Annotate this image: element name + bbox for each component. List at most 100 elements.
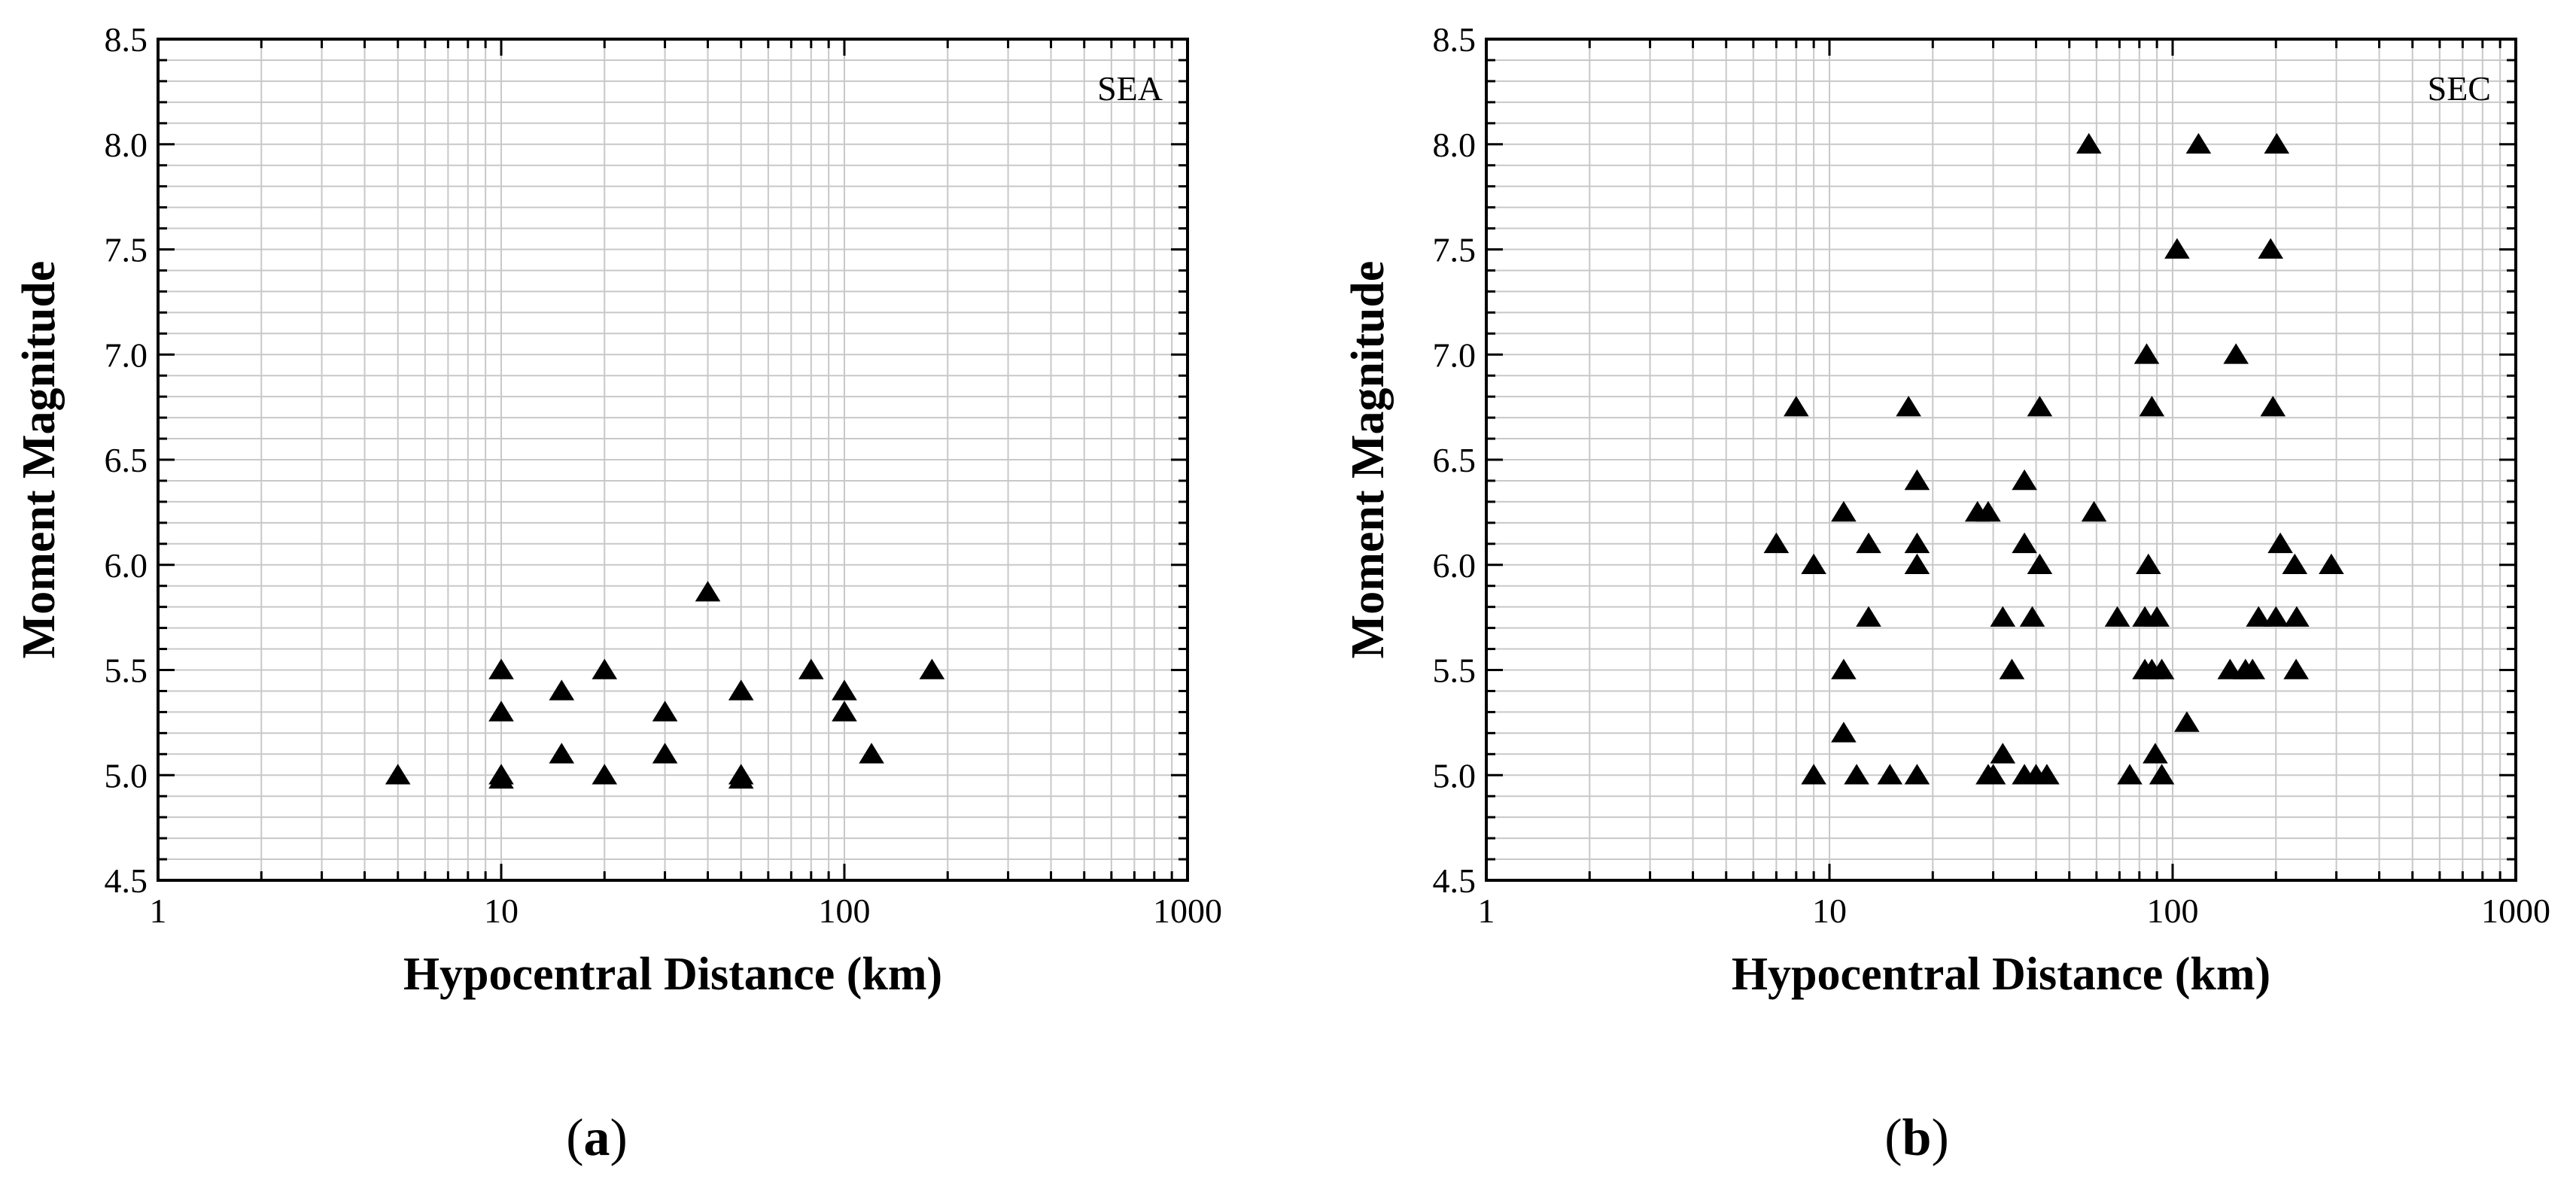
data-point-triangle — [2027, 553, 2053, 574]
y-tick-label: 7.5 — [105, 231, 148, 269]
data-point-triangle — [2012, 532, 2037, 554]
x-axis-title: Hypocentral Distance (km) — [403, 949, 942, 1000]
data-point-triangle — [798, 658, 824, 679]
data-point-triangle — [1784, 396, 1809, 417]
data-point-triangle — [652, 700, 678, 722]
data-point-triangle — [2282, 553, 2308, 574]
data-point-triangle — [1975, 500, 2001, 522]
data-point-triangle — [2258, 238, 2283, 259]
data-point-triangle — [1856, 532, 1881, 554]
y-axis-title: Moment Magnitude — [14, 261, 65, 659]
y-tick-label: 6.5 — [105, 441, 148, 479]
y-tick-label: 8.5 — [1433, 20, 1477, 59]
x-axis-title: Hypocentral Distance (km) — [1732, 949, 2270, 1000]
data-point-triangle — [385, 764, 411, 785]
data-point-triangle — [2284, 606, 2310, 627]
panel-caption: (b) — [1884, 1109, 1949, 1167]
data-point-triangle — [1980, 764, 2006, 785]
data-point-triangle — [2246, 606, 2271, 627]
data-point-triangle — [2143, 743, 2168, 764]
data-point-triangle — [592, 658, 618, 679]
data-point-triangle — [549, 679, 575, 700]
y-tick-label: 8.5 — [105, 20, 148, 59]
data-point-triangle — [2104, 606, 2130, 627]
y-tick-label: 5.5 — [1433, 652, 1477, 690]
panel-b: 1 10 100 1000 4.5 5.0 5.5 6.0 6.5 7.0 7.5 8.0 8.5 S… — [1343, 20, 2550, 1167]
y-tick-label: 7.0 — [1433, 336, 1477, 374]
data-point-triangle — [2264, 132, 2290, 154]
x-tick-label: 10 — [1812, 892, 1847, 930]
x-tick-label: 10 — [484, 892, 519, 930]
data-point-triangle — [1904, 764, 1930, 785]
data-point-triangle — [2267, 532, 2293, 554]
y-axis-title: Moment Magnitude — [1343, 261, 1394, 659]
data-point-triangle — [2081, 500, 2107, 522]
data-point-triangle — [1856, 606, 1881, 627]
data-point-triangle — [1990, 743, 2016, 764]
y-tick-label: 6.0 — [1433, 546, 1477, 585]
data-point-triangle — [488, 658, 514, 679]
gridlines — [1486, 39, 2516, 880]
panel-tag: SEC — [2428, 69, 2491, 108]
data-point-triangle — [2240, 658, 2265, 679]
data-point-triangle — [728, 767, 754, 789]
y-tick-label: 4.5 — [105, 861, 148, 900]
data-points — [1763, 132, 2344, 785]
data-point-triangle — [2149, 658, 2175, 679]
data-point-triangle — [859, 743, 884, 764]
data-point-triangle — [728, 679, 754, 700]
data-point-triangle — [2283, 658, 2309, 679]
data-point-triangle — [488, 700, 514, 722]
data-point-triangle — [832, 679, 857, 700]
data-point-triangle — [1844, 764, 1869, 785]
data-point-triangle — [1763, 532, 1790, 554]
x-tick-label: 100 — [2147, 892, 2199, 930]
data-point-triangle — [2319, 553, 2344, 574]
y-tick-labels: 4.5 5.0 5.5 6.0 6.5 7.0 7.5 8.0 8.5 — [1433, 20, 1477, 900]
y-tick-label: 7.0 — [105, 336, 148, 374]
axis-ticks — [158, 39, 1188, 880]
x-tick-labels: 1 10 100 1000 — [150, 892, 1223, 930]
data-point-triangle — [652, 743, 678, 764]
data-point-triangle — [2019, 606, 2045, 627]
data-point-triangle — [2034, 764, 2060, 785]
data-point-triangle — [488, 767, 514, 789]
data-point-triangle — [2076, 132, 2102, 154]
data-point-triangle — [2185, 132, 2212, 154]
panel-a: 1 10 100 1000 4.5 5.0 5.5 6.0 6.5 7.0 7.5 8.0 8.5 S… — [14, 20, 1222, 1167]
caption-letter: b — [1902, 1109, 1932, 1167]
y-tick-label: 8.0 — [105, 126, 148, 164]
data-point-triangle — [1904, 532, 1930, 554]
data-point-triangle — [1999, 658, 2025, 679]
x-tick-label: 1000 — [2481, 892, 2550, 930]
axis-ticks — [1486, 39, 2516, 880]
data-point-triangle — [1831, 500, 1857, 522]
y-tick-label: 4.5 — [1433, 861, 1477, 900]
data-point-triangle — [2149, 764, 2175, 785]
data-point-triangle — [2139, 396, 2165, 417]
data-point-triangle — [1831, 722, 1857, 743]
data-point-triangle — [592, 764, 618, 785]
data-point-triangle — [2012, 469, 2037, 491]
x-tick-label: 1000 — [1153, 892, 1222, 930]
panel-tag: SEA — [1097, 69, 1163, 108]
data-point-triangle — [1831, 658, 1857, 679]
y-tick-label: 6.0 — [105, 546, 148, 585]
y-tick-label: 7.5 — [1433, 231, 1477, 269]
data-point-triangle — [1877, 764, 1903, 785]
data-point-triangle — [2133, 343, 2160, 364]
data-point-triangle — [2260, 396, 2286, 417]
data-point-triangle — [1801, 764, 1826, 785]
y-tick-label: 8.0 — [1433, 126, 1477, 164]
data-point-triangle — [2144, 606, 2170, 627]
y-tick-label: 5.0 — [1433, 756, 1477, 795]
data-point-triangle — [1801, 553, 1826, 574]
data-point-triangle — [695, 581, 721, 602]
data-point-triangle — [1904, 469, 1930, 491]
data-point-triangle — [919, 658, 945, 679]
data-point-triangle — [2136, 553, 2161, 574]
data-point-triangle — [549, 743, 575, 764]
x-tick-label: 1 — [150, 892, 167, 930]
y-tick-label: 5.0 — [105, 756, 148, 795]
